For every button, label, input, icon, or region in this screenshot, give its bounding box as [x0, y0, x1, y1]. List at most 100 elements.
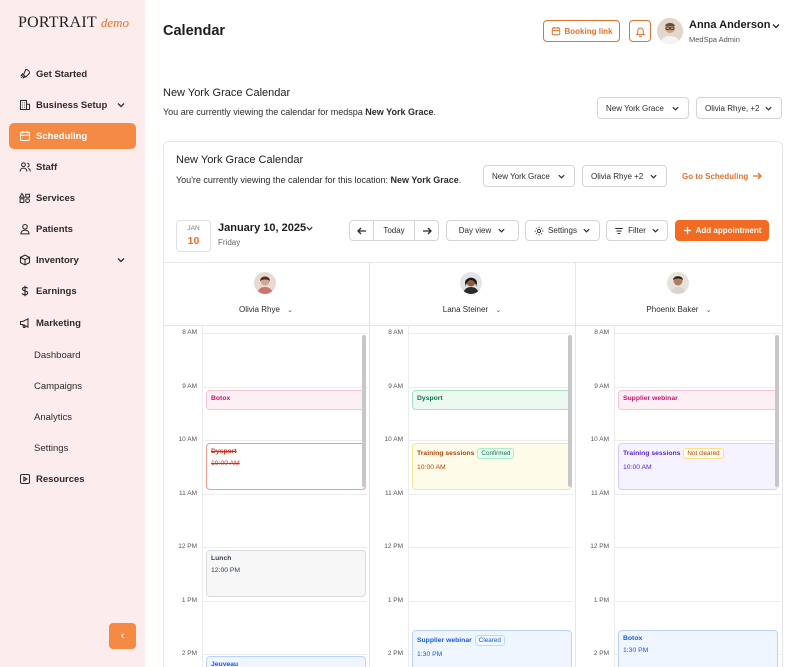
- hour-label: 11 AM: [179, 489, 197, 497]
- column-divider: [369, 263, 370, 667]
- card-location-select[interactable]: New York Grace: [483, 165, 575, 187]
- staff-column-header[interactable]: Olivia Rhye ⌄: [163, 305, 369, 314]
- notifications-button[interactable]: [629, 20, 651, 42]
- date-day: 10: [187, 235, 200, 247]
- chevron-down-icon: [117, 103, 125, 108]
- staff-avatar: [460, 272, 482, 294]
- filter-label: Filter: [628, 226, 646, 235]
- chevron-down-icon: [765, 106, 772, 111]
- scrollbar[interactable]: [362, 335, 366, 487]
- user-name: Anna Anderson: [689, 19, 771, 31]
- card-description: You're currently viewing the calendar fo…: [176, 175, 462, 185]
- sidebar-item-inventory[interactable]: Inventory: [9, 247, 136, 273]
- section-title: New York Grace Calendar: [163, 87, 291, 99]
- hour-label: 2 PM: [387, 650, 403, 657]
- appointment-title: Supplier webinar: [623, 395, 678, 402]
- calendar-icon: [19, 131, 31, 142]
- user-avatar[interactable]: [657, 18, 683, 44]
- chevron-down-icon: [652, 228, 659, 233]
- appointment-block[interactable]: Jeuveau: [206, 656, 366, 667]
- sidebar-subitem-analytics[interactable]: Analytics: [34, 412, 73, 423]
- scrollbar[interactable]: [775, 335, 779, 487]
- hour-label: 9 AM: [182, 382, 197, 390]
- date-title[interactable]: January 10, 2025: [218, 222, 306, 234]
- hour-gridline: [409, 600, 573, 602]
- sidebar-item-label: Get Started: [36, 68, 88, 80]
- sidebar-item-business-setup[interactable]: Business Setup: [9, 92, 136, 118]
- appointment-title: Jeuveau: [211, 661, 239, 667]
- sidebar-item-earnings[interactable]: Earnings: [9, 278, 136, 304]
- filter-button[interactable]: Filter: [606, 220, 668, 241]
- settings-button[interactable]: Settings: [525, 220, 600, 241]
- appointment-block[interactable]: Supplier webinar: [618, 390, 778, 410]
- settings-label: Settings: [548, 226, 577, 235]
- appointment-time: 1:30 PM: [417, 651, 443, 658]
- staff-column-header[interactable]: Lana Steiner ⌄: [369, 305, 575, 314]
- chevron-left-icon: ‹: [120, 630, 125, 642]
- today-button[interactable]: Today: [373, 220, 415, 241]
- go-to-scheduling-link[interactable]: Go to Scheduling: [682, 171, 763, 181]
- sidebar-subitem-dashboard[interactable]: Dashboard: [34, 350, 81, 361]
- sidebar-item-resources[interactable]: Resources: [9, 466, 136, 492]
- appointment-block[interactable]: Dysport 10:00 AM: [206, 443, 366, 490]
- card-title: New York Grace Calendar: [176, 154, 304, 166]
- appointment-block[interactable]: Supplier webinar Cleared 1:30 PM: [412, 630, 572, 667]
- user-icon: [20, 223, 30, 235]
- appointment-block[interactable]: Training sessions Not cleared 10:00 AM: [618, 443, 778, 490]
- hour-label: 11 AM: [385, 489, 403, 497]
- scrollbar[interactable]: [568, 335, 572, 487]
- appointment-block[interactable]: Lunch 12:00 PM: [206, 550, 366, 597]
- appointment-title: Supplier webinar: [417, 637, 472, 644]
- sidebar-subitem-settings[interactable]: Settings: [34, 443, 69, 454]
- bell-icon: [634, 27, 646, 37]
- chevron-down-icon[interactable]: [771, 21, 781, 31]
- view-select[interactable]: Day view: [446, 220, 519, 241]
- arrow-left-icon: [356, 227, 366, 234]
- booking-link-button[interactable]: Booking link: [543, 20, 620, 42]
- appointment-block[interactable]: Dysport: [412, 390, 572, 410]
- rocket-icon: [19, 68, 31, 80]
- card-staff-select[interactable]: Olivia Rhye +2: [582, 165, 667, 187]
- brand-logo[interactable]: PORTRAIT demo: [18, 14, 129, 32]
- staff-name: Phoenix Baker: [646, 305, 699, 314]
- chevron-down-icon: [498, 228, 505, 233]
- location-select[interactable]: New York Grace: [597, 97, 689, 119]
- chevron-down-icon[interactable]: [305, 224, 314, 233]
- appointment-block[interactable]: Botox: [206, 390, 366, 410]
- sidebar-item-marketing[interactable]: Marketing: [9, 310, 136, 336]
- appointment-time: 10:00 AM: [623, 464, 652, 471]
- play-square-icon: [19, 473, 31, 485]
- staff-avatar: [254, 272, 276, 294]
- sidebar-item-label: Scheduling: [36, 130, 88, 142]
- person-photo-icon: [657, 18, 683, 44]
- time-gutter-line: [408, 325, 409, 667]
- staff-select[interactable]: Olivia Rhye, +2: [696, 97, 782, 119]
- appointment-title: Botox: [211, 395, 231, 402]
- status-badge: Not cleared: [683, 448, 724, 459]
- staff-name: Lana Steiner: [442, 305, 489, 314]
- prev-day-button[interactable]: [349, 220, 374, 241]
- sidebar-item-get-started[interactable]: Get Started: [9, 61, 136, 87]
- hour-label: 11 AM: [591, 489, 609, 497]
- collapse-sidebar-button[interactable]: ‹: [109, 623, 136, 649]
- hour-label: 10 AM: [178, 436, 197, 443]
- add-appointment-button[interactable]: Add appointment: [675, 220, 769, 241]
- appointment-block[interactable]: Training sessions Confirmed 10:00 AM: [412, 443, 572, 490]
- hour-gridline: [203, 654, 367, 655]
- hour-gridline: [203, 440, 367, 441]
- sidebar-item-services[interactable]: Services: [9, 185, 136, 211]
- sidebar-item-patients[interactable]: Patients: [9, 216, 136, 242]
- appointment-block[interactable]: Botox 1:30 PM: [618, 630, 778, 667]
- sidebar-subitem-campaigns[interactable]: Campaigns: [34, 381, 83, 392]
- person-photo-icon: [254, 272, 276, 294]
- sidebar-item-scheduling[interactable]: Scheduling: [9, 123, 136, 149]
- staff-column-header[interactable]: Phoenix Baker ⌄: [575, 305, 783, 314]
- arrow-right-icon: [422, 227, 432, 234]
- page-title: Calendar: [163, 23, 226, 39]
- hour-label: 2 PM: [181, 650, 197, 657]
- hour-label: 10 AM: [590, 436, 609, 443]
- hour-label: 1 PM: [593, 596, 609, 604]
- next-day-button[interactable]: [414, 220, 439, 241]
- users-icon: [19, 162, 31, 172]
- sidebar-item-staff[interactable]: Staff: [9, 154, 136, 180]
